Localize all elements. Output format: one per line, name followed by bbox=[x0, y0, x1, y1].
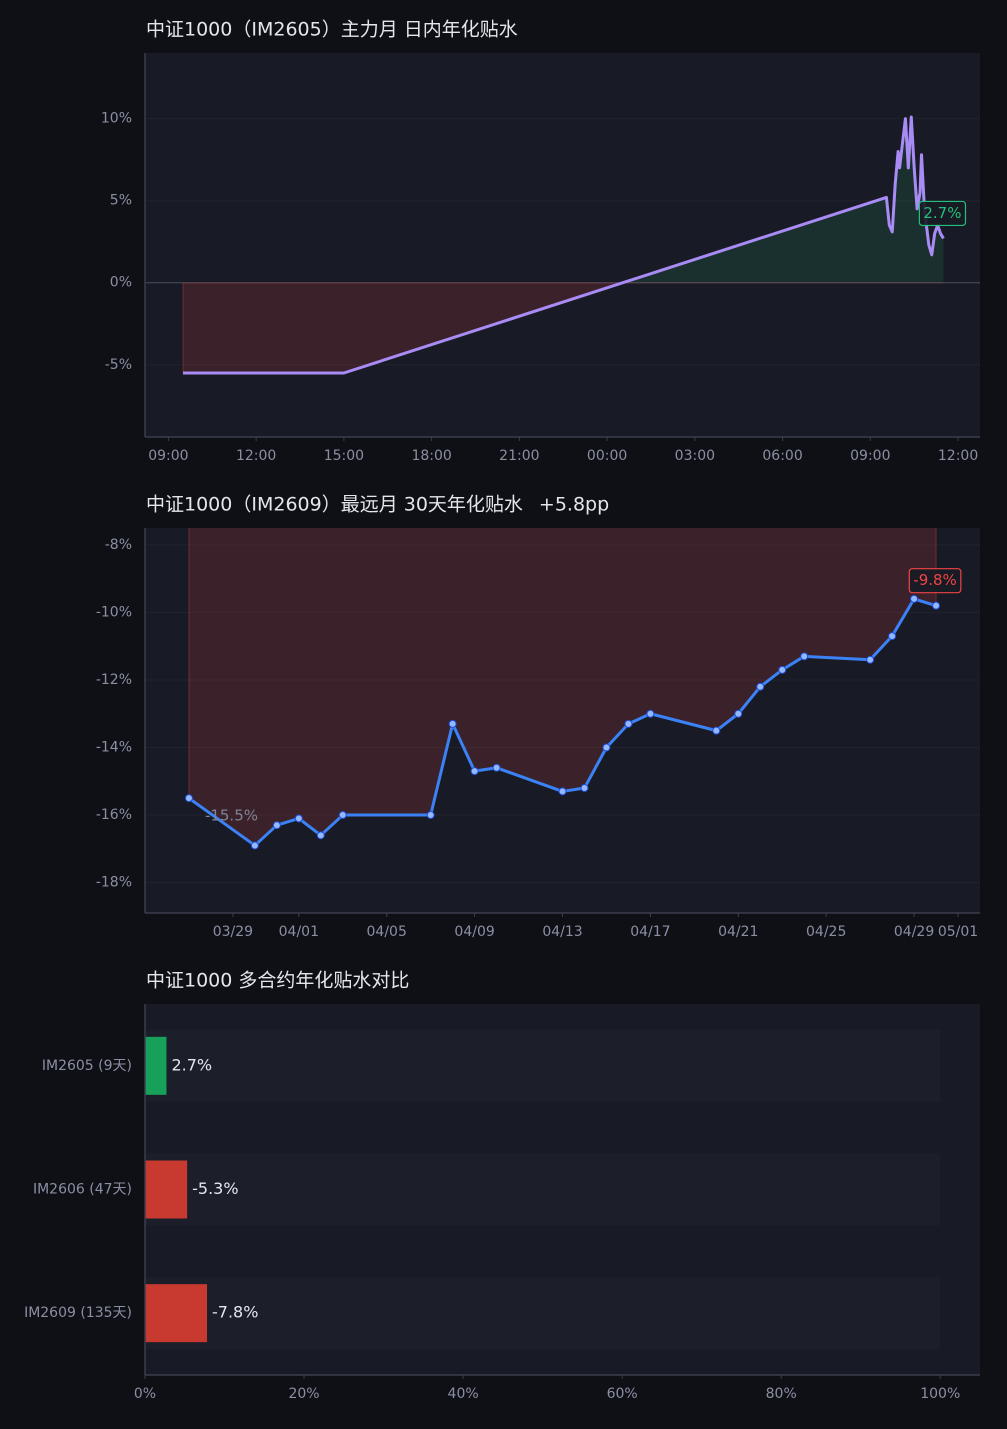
x-tick-label: 04/05 bbox=[367, 924, 407, 940]
point bbox=[448, 719, 457, 728]
point bbox=[184, 794, 193, 803]
x-tick-label: 03/29 bbox=[213, 924, 253, 940]
point bbox=[470, 767, 479, 776]
point bbox=[910, 594, 919, 603]
x-tick-label: 09:00 bbox=[850, 448, 890, 464]
x-tick-label: 12:00 bbox=[236, 448, 276, 464]
x-tick-label: 15:00 bbox=[324, 448, 364, 464]
x-tick-label: 100% bbox=[920, 1386, 960, 1402]
chart-title: 中证1000（IM2609）最远月 30天年化贴水 bbox=[146, 494, 523, 516]
y-tick-label: -12% bbox=[96, 672, 132, 688]
y-tick-label: IM2609 (135天) bbox=[24, 1305, 132, 1321]
x-tick-label: 04/29 bbox=[894, 924, 934, 940]
x-tick-label: 60% bbox=[607, 1386, 638, 1402]
x-tick-label: 04/25 bbox=[806, 924, 846, 940]
x-tick-label: 0% bbox=[134, 1386, 156, 1402]
x-tick-label: 04/21 bbox=[718, 924, 758, 940]
value-label: -7.8% bbox=[212, 1303, 258, 1322]
y-tick-label: 5% bbox=[110, 193, 132, 209]
x-tick-label: 04/01 bbox=[279, 924, 319, 940]
y-tick-label: IM2606 (47天) bbox=[33, 1182, 132, 1198]
area-negative bbox=[182, 282, 944, 374]
value-label: -9.8% bbox=[913, 571, 957, 589]
y-tick-label: -5% bbox=[105, 357, 132, 373]
chart-title: 中证1000（IM2605）主力月 日内年化贴水 bbox=[146, 19, 518, 41]
bar bbox=[145, 1036, 167, 1095]
point bbox=[778, 665, 787, 674]
point bbox=[624, 719, 633, 728]
point bbox=[492, 763, 501, 772]
value-label-box bbox=[918, 200, 967, 227]
point bbox=[800, 652, 809, 661]
x-tick-label: 12:00 bbox=[938, 448, 978, 464]
y-tick-label: -14% bbox=[96, 740, 132, 756]
value-label: 2.7% bbox=[923, 204, 961, 222]
x-tick-label: 18:00 bbox=[411, 448, 451, 464]
point bbox=[712, 726, 721, 735]
x-tick-label: 20% bbox=[288, 1386, 319, 1402]
x-tick-label: 04/17 bbox=[630, 924, 670, 940]
x-tick-label: 03:00 bbox=[675, 448, 715, 464]
x-tick-label: 40% bbox=[448, 1386, 479, 1402]
row-band bbox=[145, 1277, 941, 1350]
x-tick-label: 21:00 bbox=[499, 448, 539, 464]
plot-background bbox=[145, 528, 980, 913]
point bbox=[294, 814, 303, 823]
value-label: 2.7% bbox=[171, 1055, 212, 1074]
point bbox=[272, 821, 281, 830]
area-positive bbox=[622, 117, 944, 283]
y-tick-label: -16% bbox=[96, 807, 132, 823]
point bbox=[426, 811, 435, 820]
row-band bbox=[145, 1029, 941, 1102]
y-tick-label: -8% bbox=[105, 537, 132, 553]
point bbox=[558, 787, 567, 796]
line bbox=[188, 597, 937, 847]
chart-title: 中证1000 多合约年化贴水对比 bbox=[146, 970, 409, 992]
value-label: -15.5% bbox=[205, 807, 258, 825]
bar bbox=[145, 1160, 188, 1219]
point bbox=[338, 811, 347, 820]
line bbox=[183, 115, 945, 375]
y-tick-label: 10% bbox=[101, 111, 132, 127]
y-tick-label: IM2605 (9天) bbox=[42, 1058, 132, 1074]
point bbox=[756, 682, 765, 691]
point bbox=[888, 632, 897, 641]
point bbox=[602, 743, 611, 752]
point bbox=[250, 841, 259, 850]
row-band bbox=[145, 1153, 941, 1226]
bar bbox=[145, 1284, 208, 1343]
point bbox=[316, 831, 325, 840]
value-label: -5.3% bbox=[192, 1179, 238, 1198]
x-tick-label: 80% bbox=[766, 1386, 797, 1402]
point bbox=[734, 709, 743, 718]
point bbox=[646, 709, 655, 718]
x-tick-label: 04/13 bbox=[542, 924, 582, 940]
y-tick-label: -18% bbox=[96, 875, 132, 891]
y-tick-label: -10% bbox=[96, 604, 132, 620]
x-tick-label: 05/01 bbox=[938, 924, 978, 940]
x-tick-label: 06:00 bbox=[762, 448, 802, 464]
x-tick-label: 04/09 bbox=[454, 924, 494, 940]
point bbox=[580, 784, 589, 793]
area-group bbox=[182, 117, 944, 374]
y-tick-label: 0% bbox=[110, 275, 132, 291]
value-label-box bbox=[908, 568, 962, 594]
point bbox=[932, 601, 941, 610]
x-tick-label: 00:00 bbox=[587, 448, 627, 464]
x-tick-label: 09:00 bbox=[148, 448, 188, 464]
chart-subtitle: +5.8pp bbox=[539, 494, 609, 516]
point bbox=[866, 655, 875, 664]
